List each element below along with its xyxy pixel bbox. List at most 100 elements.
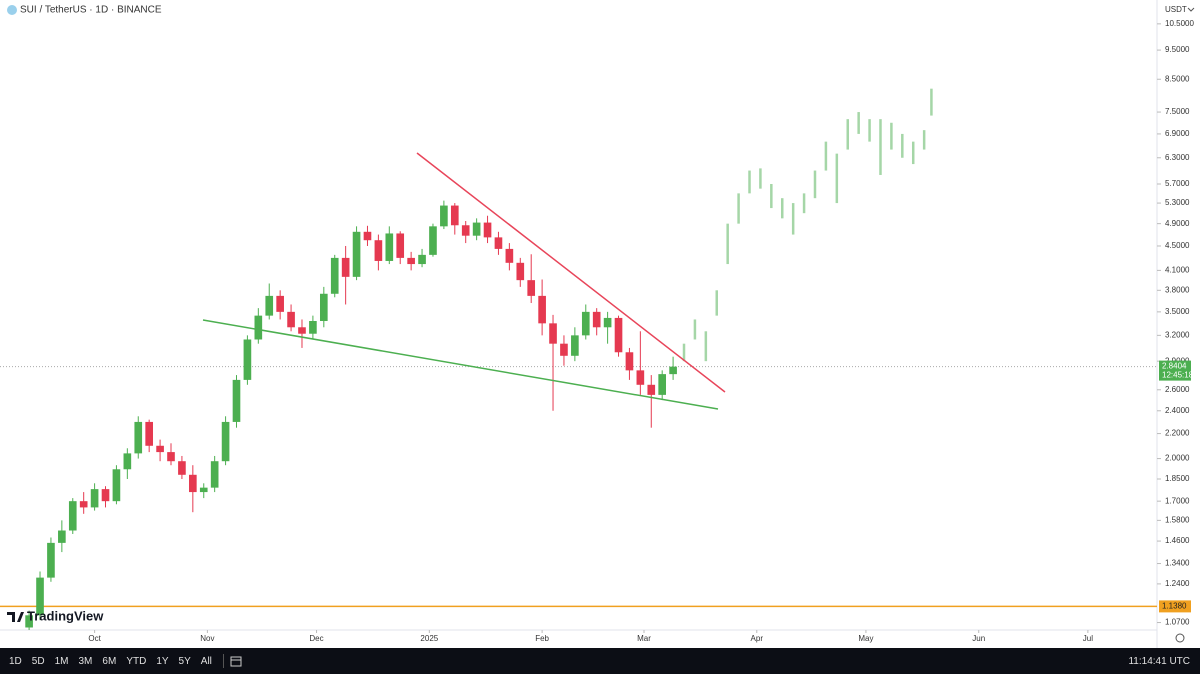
candle-body — [407, 257, 415, 265]
level-label-box — [1159, 600, 1191, 613]
candle-body — [58, 530, 66, 543]
bottom-toolbar: 1D 5D 1M 3M 6M YTD 1Y 5Y All 11:14:41 UTC — [0, 648, 1200, 674]
candle-body — [592, 311, 601, 328]
candle-body — [232, 379, 241, 422]
y-tick-label: 9.5000 — [1165, 45, 1190, 54]
candle-body — [516, 262, 525, 281]
chart: 10.5000 9.5000 8.5000 7.5000 6.9000 6.3000 5.7… — [0, 0, 1195, 648]
x-tick-label: Jul — [1083, 634, 1093, 643]
y-tick-label: 6.9000 — [1165, 129, 1190, 138]
y-tick-label: 3.2000 — [1165, 330, 1190, 339]
y-tick-label: 7.5000 — [1165, 107, 1190, 116]
candle-body — [614, 317, 623, 353]
y-tick-label: 2.2000 — [1165, 429, 1190, 438]
y-tick-label: 1.5800 — [1165, 515, 1190, 524]
candle-body — [472, 222, 481, 236]
candle-body — [396, 233, 405, 258]
candle-body — [461, 225, 470, 236]
y-tick-label: 2.4000 — [1165, 406, 1190, 415]
candle-body — [210, 461, 219, 488]
y-tick-label: 1.0700 — [1165, 618, 1190, 627]
y-tick-label: 6.3000 — [1165, 153, 1190, 162]
x-tick-label: Mar — [637, 634, 651, 643]
tick-layer: 10.5000 9.5000 8.5000 7.5000 6.9000 6.3000 5.7… — [0, 19, 1194, 643]
range-button[interactable]: 1D — [9, 655, 22, 667]
candle-body — [189, 474, 197, 493]
candle-body — [123, 453, 132, 470]
candle-body — [440, 205, 448, 227]
range-button[interactable]: 1M — [54, 655, 69, 667]
candle-body — [352, 231, 361, 277]
y-tick-label: 1.2400 — [1165, 579, 1190, 588]
y-tick-label: 1.8500 — [1165, 474, 1190, 483]
y-tick-label: 4.9000 — [1165, 219, 1190, 228]
symbol-header: SUI / TetherUS · 1D · BINANCE — [7, 5, 162, 16]
candle-body — [309, 321, 317, 334]
candle-body — [494, 237, 503, 249]
range-button[interactable]: All — [200, 655, 212, 667]
candle-body — [647, 384, 656, 395]
candle-body — [36, 577, 44, 616]
range-button[interactable]: 6M — [102, 655, 117, 667]
x-tick-label: Feb — [535, 634, 549, 643]
x-tick-label: May — [858, 634, 873, 643]
x-tick-label: Nov — [200, 634, 214, 643]
candle-body — [483, 222, 492, 238]
candle-body — [68, 501, 77, 531]
candle-body — [276, 295, 284, 312]
range-button[interactable]: YTD — [126, 655, 147, 667]
x-tick-label: Apr — [751, 634, 764, 643]
last-price-label: 2.8404 — [1162, 362, 1187, 371]
range-button[interactable]: 3M — [78, 655, 93, 667]
range-button[interactable]: 5D — [31, 655, 45, 667]
last-price-box — [1159, 360, 1191, 381]
y-tick-label: 10.5000 — [1165, 19, 1194, 28]
range-buttons: 1D 5D 1M 3M 6M YTD 1Y 5Y All — [0, 656, 217, 667]
separator — [222, 654, 224, 668]
y-tick-label: 3.8000 — [1165, 285, 1190, 294]
candle-body — [25, 615, 33, 628]
candle-body — [625, 352, 634, 371]
candle-body — [134, 421, 143, 454]
countdown-label: 12:45:18 — [1162, 371, 1194, 380]
candle-body — [265, 295, 274, 316]
candle-body — [429, 226, 437, 255]
x-tick-label: Dec — [309, 634, 323, 643]
symbol-icon — [7, 5, 17, 15]
candle-body — [47, 542, 55, 578]
range-button[interactable]: 1Y — [156, 655, 169, 667]
candle-body — [101, 489, 110, 502]
candle-body — [330, 257, 339, 294]
candle-body — [341, 257, 350, 277]
candle-body — [79, 501, 88, 508]
currency-dropdown[interactable] — [1187, 7, 1195, 12]
candle-body — [254, 315, 263, 340]
candle-body — [505, 248, 514, 263]
candle-body — [581, 311, 590, 336]
candle-body — [90, 489, 99, 508]
candle-body — [287, 311, 295, 328]
date-range-icon[interactable] — [230, 655, 242, 667]
y-tick-label: 1.7000 — [1165, 496, 1190, 505]
level-label: 1.1380 — [1162, 602, 1187, 611]
mark-layer — [25, 88, 933, 630]
support-trendline — [202, 319, 719, 410]
settings-icon[interactable] — [1175, 633, 1185, 643]
candle-body — [243, 339, 252, 380]
candle-body — [167, 452, 175, 462]
y-tick-label: 3.5000 — [1165, 307, 1190, 316]
candle-body — [178, 461, 186, 475]
y-tick-label: 2.6000 — [1165, 385, 1190, 394]
clock: 11:14:41 UTC — [1128, 655, 1190, 667]
range-button[interactable]: 5Y — [178, 655, 191, 667]
resistance-trendline — [416, 152, 726, 393]
candle-body — [363, 231, 372, 241]
x-tick-label: 2025 — [420, 634, 438, 643]
candle-body — [145, 421, 153, 446]
y-tick-label: 1.4600 — [1165, 536, 1190, 545]
candle-body — [199, 487, 208, 493]
y-tick-label: 2.0000 — [1165, 454, 1190, 463]
candle-body — [571, 335, 579, 356]
candle-body — [298, 327, 306, 334]
candle-body — [450, 205, 459, 226]
